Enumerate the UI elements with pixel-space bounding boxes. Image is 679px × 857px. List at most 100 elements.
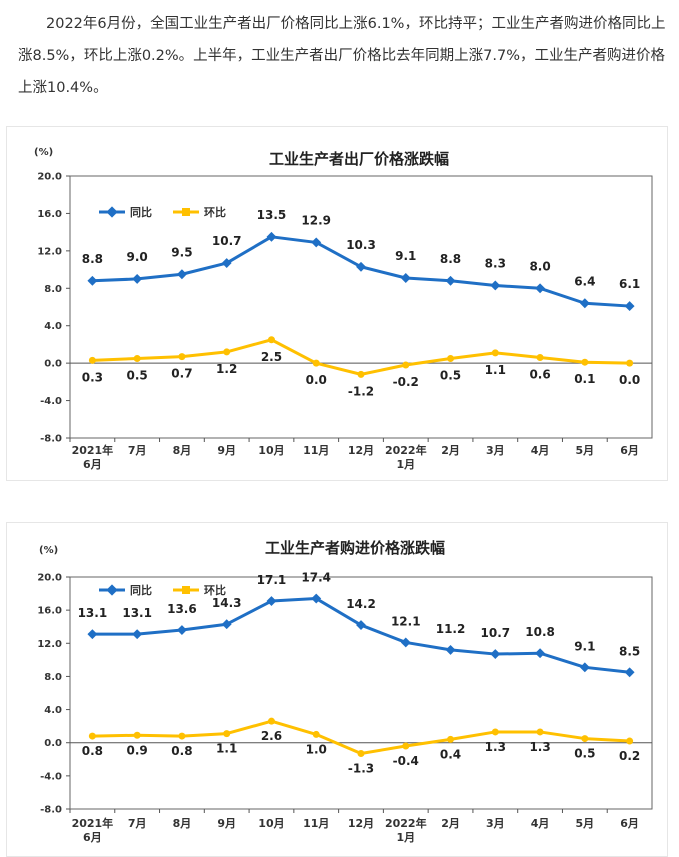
- data-label-mom: -0.2: [393, 375, 419, 389]
- data-point-mom: [536, 354, 544, 362]
- data-point-yoy: [221, 619, 232, 630]
- x-tick-label: 8月: [173, 817, 192, 830]
- chart-output-price-svg: (%) 工业生产者出厂价格涨跌幅 20.0 16.0 12.0 8.0 4.0 0.0 -4.0…: [6, 126, 668, 481]
- x-tick-label: 2022年 1月: [385, 816, 427, 844]
- x-tick-label: 2月: [441, 444, 460, 457]
- intro-paragraph: 2022年6月份，全国工业生产者出厂价格同比上涨6.1%，环比持平；工业生产者购…: [18, 16, 666, 96]
- data-point-yoy: [535, 283, 546, 294]
- x-tick-label: 2月: [441, 817, 460, 830]
- y-tick-label: 20.0: [37, 172, 62, 183]
- legend-label-mom: 环比: [204, 205, 226, 219]
- x-tick-label: 12月: [348, 444, 374, 457]
- legend-marker-mom: [182, 586, 190, 594]
- data-point-mom: [581, 358, 589, 366]
- data-label-mom: 0.8: [171, 744, 192, 758]
- data-label-yoy: 9.5: [171, 245, 192, 259]
- y-tick-label: 12.0: [37, 639, 62, 650]
- data-label-mom: 0.8: [82, 744, 103, 758]
- chart-purchase-price: (%) 工业生产者购进价格涨跌幅 20.0 16.0 12.0 8.0 4.0 0.0 -4.0…: [6, 522, 668, 857]
- y-tick-label: 12.0: [37, 246, 62, 257]
- data-label-mom: 0.4: [440, 747, 461, 761]
- data-label-mom: 0.6: [529, 368, 550, 382]
- data-point-mom: [491, 349, 499, 357]
- data-label-yoy: 8.3: [485, 256, 506, 270]
- data-point-yoy: [176, 625, 187, 635]
- x-tick-label: 7月: [128, 817, 147, 830]
- x-tick-label: 2021年 6月: [72, 443, 114, 471]
- y-tick-label: 8.0: [44, 672, 62, 683]
- data-point-yoy: [579, 298, 590, 309]
- data-label-mom: 2.6: [261, 729, 282, 743]
- x-tick-label: 7月: [128, 444, 147, 457]
- data-label-yoy: 13.5: [257, 208, 287, 222]
- data-point-mom: [357, 749, 365, 757]
- y-tick-label: 0.0: [44, 359, 62, 370]
- y-axis-unit: (%): [39, 545, 58, 556]
- data-point-mom: [402, 742, 410, 750]
- data-label-yoy: 17.4: [301, 571, 331, 585]
- legend-label-mom: 环比: [204, 583, 226, 597]
- data-label-mom: 0.5: [127, 368, 148, 382]
- data-point-yoy: [132, 273, 143, 284]
- data-label-yoy: 10.3: [346, 238, 376, 252]
- data-point-mom: [223, 348, 231, 356]
- chart-frame: [6, 126, 668, 481]
- data-label-mom: 0.2: [619, 749, 640, 763]
- data-label-mom: -0.4: [393, 754, 419, 768]
- data-label-yoy: 13.1: [122, 606, 152, 620]
- data-label-mom: 0.0: [306, 373, 327, 387]
- data-label-yoy: 6.4: [574, 274, 595, 288]
- data-label-yoy: 9.1: [395, 249, 416, 263]
- data-label-mom: 0.3: [82, 370, 103, 384]
- x-tick-label: 6月: [620, 817, 639, 830]
- data-point-mom: [357, 370, 365, 378]
- x-tick-label: 11月: [303, 817, 329, 830]
- legend-marker-mom: [182, 208, 190, 216]
- data-label-mom: 2.5: [261, 350, 282, 364]
- data-label-mom: 1.3: [485, 740, 506, 754]
- data-point-mom: [223, 730, 231, 738]
- data-label-mom: -1.2: [348, 384, 374, 398]
- x-tick-label: 8月: [173, 444, 192, 457]
- data-label-mom: 0.1: [574, 372, 595, 386]
- y-tick-label: 4.0: [44, 705, 62, 716]
- data-label-mom: 1.1: [216, 742, 237, 756]
- data-point-mom: [491, 728, 499, 736]
- x-tick-label: 5月: [576, 444, 595, 457]
- data-label-mom: -1.3: [348, 761, 374, 775]
- data-label-mom: 0.7: [171, 367, 192, 381]
- data-point-yoy: [445, 275, 456, 286]
- x-tick-label: 2022年 1月: [385, 443, 427, 471]
- chart-output-price: (%) 工业生产者出厂价格涨跌幅 20.0 16.0 12.0 8.0 4.0 0.0 -4.0…: [6, 126, 668, 481]
- data-point-mom: [626, 359, 634, 367]
- data-point-yoy: [311, 237, 322, 248]
- data-point-yoy: [266, 596, 277, 606]
- data-label-yoy: 14.2: [346, 597, 376, 611]
- plot-area: [69, 576, 653, 810]
- data-point-mom: [178, 353, 186, 361]
- data-point-mom: [267, 336, 275, 344]
- data-point-mom: [133, 731, 141, 739]
- data-label-mom: 1.3: [529, 740, 550, 754]
- x-tick-label: 12月: [348, 817, 374, 830]
- data-point-mom: [626, 737, 634, 745]
- x-tick-label: 6月: [620, 444, 639, 457]
- data-label-yoy: 11.2: [436, 622, 466, 636]
- y-tick-label: 0.0: [44, 738, 62, 749]
- data-point-mom: [312, 359, 320, 367]
- data-point-yoy: [311, 593, 322, 604]
- data-point-yoy: [535, 648, 546, 659]
- y-tick-label: 16.0: [37, 209, 62, 220]
- data-label-mom: 1.2: [216, 362, 237, 376]
- data-point-mom: [133, 354, 141, 362]
- y-tick-label: 8.0: [44, 284, 62, 295]
- data-label-yoy: 6.1: [619, 277, 640, 291]
- data-point-yoy: [87, 275, 98, 286]
- x-tick-label: 2021年 6月: [72, 816, 114, 844]
- data-label-mom: 0.5: [574, 747, 595, 761]
- chart-title: 工业生产者出厂价格涨跌幅: [269, 150, 449, 168]
- y-tick-label: -8.0: [40, 805, 62, 816]
- data-point-mom: [178, 732, 186, 740]
- data-label-yoy: 8.0: [529, 259, 550, 273]
- x-tick-label: 5月: [576, 817, 595, 830]
